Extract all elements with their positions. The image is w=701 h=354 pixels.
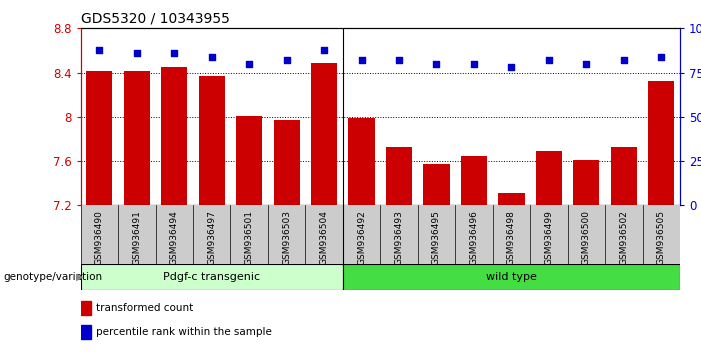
- Point: [468, 61, 479, 67]
- Text: GSM936502: GSM936502: [619, 210, 628, 265]
- Text: wild type: wild type: [486, 272, 537, 282]
- Bar: [81, 264, 343, 290]
- Point: [94, 47, 105, 52]
- Bar: [86, 72, 112, 205]
- Bar: [386, 147, 412, 205]
- Point: [393, 57, 404, 63]
- Point: [206, 54, 217, 59]
- Text: genotype/variation: genotype/variation: [4, 272, 102, 282]
- Text: transformed count: transformed count: [95, 303, 193, 313]
- Point: [356, 57, 367, 63]
- Text: GSM936503: GSM936503: [282, 210, 291, 265]
- Point: [618, 57, 629, 63]
- Text: GSM936499: GSM936499: [545, 210, 553, 265]
- Bar: [311, 63, 337, 205]
- Point: [281, 57, 292, 63]
- Text: GSM936504: GSM936504: [320, 210, 329, 265]
- Text: GSM936495: GSM936495: [432, 210, 441, 265]
- Point: [580, 61, 592, 67]
- Bar: [198, 76, 225, 205]
- Text: GSM936491: GSM936491: [132, 210, 142, 265]
- Bar: [498, 193, 524, 205]
- Text: GSM936494: GSM936494: [170, 210, 179, 265]
- Text: GSM936490: GSM936490: [95, 210, 104, 265]
- Point: [506, 64, 517, 70]
- Text: GSM936496: GSM936496: [470, 210, 479, 265]
- Bar: [273, 120, 300, 205]
- Bar: [536, 151, 562, 205]
- Bar: [343, 264, 680, 290]
- Text: GSM936497: GSM936497: [207, 210, 216, 265]
- Point: [131, 50, 142, 56]
- Point: [318, 47, 329, 52]
- Point: [543, 57, 554, 63]
- Bar: [423, 164, 449, 205]
- Text: Pdgf-c transgenic: Pdgf-c transgenic: [163, 272, 260, 282]
- Bar: [161, 67, 187, 205]
- Bar: [648, 81, 674, 205]
- Text: GSM936493: GSM936493: [395, 210, 404, 265]
- Text: GDS5320 / 10343955: GDS5320 / 10343955: [81, 12, 229, 26]
- Point: [243, 61, 254, 67]
- Bar: [81, 301, 91, 315]
- Bar: [81, 325, 91, 339]
- Bar: [348, 118, 374, 205]
- Bar: [123, 72, 150, 205]
- Text: ▶: ▶: [76, 272, 83, 282]
- Text: GSM936498: GSM936498: [507, 210, 516, 265]
- Text: GSM936501: GSM936501: [245, 210, 254, 265]
- Text: GSM936505: GSM936505: [657, 210, 666, 265]
- Bar: [461, 155, 487, 205]
- Bar: [236, 116, 262, 205]
- Text: GSM936492: GSM936492: [357, 210, 366, 265]
- Bar: [573, 160, 599, 205]
- Bar: [611, 147, 637, 205]
- Point: [655, 54, 667, 59]
- Point: [431, 61, 442, 67]
- Point: [169, 50, 180, 56]
- Text: GSM936500: GSM936500: [582, 210, 591, 265]
- Text: percentile rank within the sample: percentile rank within the sample: [95, 327, 271, 337]
